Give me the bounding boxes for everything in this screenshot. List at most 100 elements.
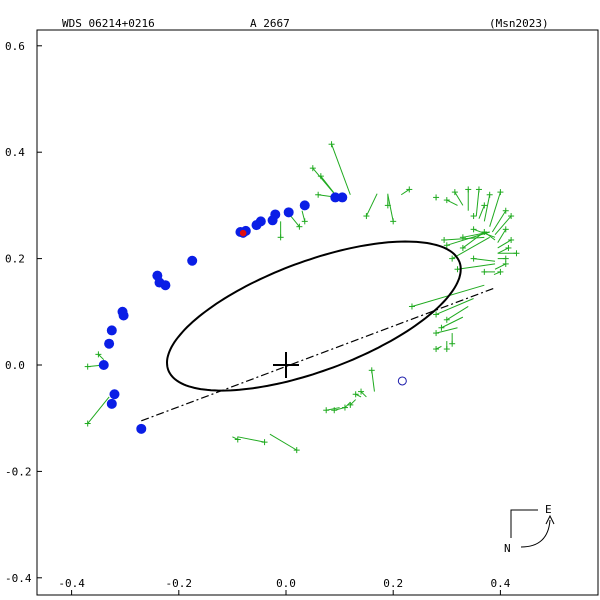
residual-line: [98, 354, 105, 361]
compass-east-label: E: [545, 503, 552, 516]
plot-frame: [36, 29, 599, 596]
green-plus-point: [508, 213, 515, 220]
blue-observations: [98, 192, 348, 434]
residual-line: [387, 194, 394, 222]
residual-line: [462, 231, 490, 238]
y-tick-label: 0.2: [5, 253, 25, 266]
x-axis-ticks: -0.4 -0.2 0.0 0.2 0.4: [58, 577, 511, 595]
blue-point: [255, 216, 266, 227]
blue-point: [330, 192, 341, 203]
green-plus-point: [261, 439, 268, 446]
green-plus-point: [465, 186, 472, 193]
chart-title-right: (Msn2023): [489, 17, 549, 30]
residual-line: [489, 191, 501, 227]
residual-line: [478, 205, 485, 219]
residual-line: [349, 399, 357, 406]
residual-line: [462, 231, 485, 249]
red-point: [238, 228, 248, 238]
green-plus-point: [459, 244, 466, 251]
green-plus-point: [497, 189, 504, 196]
y-axis-ticks: 0.6 0.4 0.2 0.0 -0.2 -0.4: [5, 40, 42, 585]
green-plus-point: [433, 311, 440, 318]
green-plus-point: [459, 234, 466, 241]
residual-line: [371, 370, 375, 392]
x-tick-label: -0.4: [58, 577, 85, 590]
green-plus-point: [95, 351, 102, 358]
blue-point: [98, 360, 109, 370]
green-plus-point: [406, 186, 413, 193]
green-plus-point: [497, 268, 504, 275]
green-plus-point: [508, 236, 515, 243]
residual-line: [483, 194, 491, 222]
green-plus-point: [470, 213, 477, 220]
compass-arrowhead-icon: [545, 514, 555, 525]
compass: E N: [504, 503, 555, 555]
green-plus-point: [84, 420, 91, 427]
red-observation: [238, 228, 248, 238]
primary-star-marker: [273, 352, 299, 378]
green-plus-point: [408, 303, 415, 310]
green-plus-point: [481, 268, 488, 275]
residual-line: [494, 263, 506, 270]
predicted-position-circle: [397, 376, 407, 386]
x-tick-label: 0.0: [276, 577, 296, 590]
residual-line: [237, 436, 265, 443]
residual-line: [497, 247, 509, 254]
residual-line: [441, 316, 464, 329]
residual-line: [497, 229, 507, 243]
compass-arrow: [520, 519, 551, 548]
compass-north-label: N: [504, 542, 511, 555]
green-plus-point: [368, 367, 375, 374]
residual-line: [331, 144, 351, 195]
residual-line: [473, 258, 496, 262]
compass-north-line: [510, 509, 538, 538]
green-plus-point: [438, 324, 445, 331]
residual-line: [494, 215, 512, 235]
green-plus-point: [475, 186, 482, 193]
residual-line: [87, 396, 110, 424]
green-plus-point: [328, 141, 335, 148]
residual-line: [435, 298, 474, 315]
residual-line: [446, 199, 458, 206]
green-plus-point: [433, 346, 440, 353]
blue-point: [104, 338, 115, 349]
blue-point: [136, 423, 147, 434]
green-plus-point: [433, 194, 440, 201]
x-tick-label: 0.4: [490, 577, 510, 590]
green-plus-point: [454, 266, 461, 273]
green-plus-point: [315, 191, 322, 198]
residual-line: [446, 306, 469, 321]
residual-line: [344, 401, 351, 408]
blue-point: [118, 310, 129, 321]
residual-line: [497, 239, 512, 249]
blue-point: [283, 207, 294, 218]
orbit-ellipse: [165, 240, 462, 392]
green-plus-point: [502, 207, 509, 214]
green-plus-point: [443, 197, 450, 204]
green-plus-point: [505, 244, 512, 251]
residual-line: [360, 391, 367, 398]
green-plus-point: [358, 388, 365, 395]
y-tick-label: -0.2: [5, 465, 32, 478]
green-plus-point: [323, 407, 330, 414]
residual-line: [457, 263, 496, 270]
y-tick-label: 0.4: [5, 146, 25, 159]
green-plus-point: [293, 447, 300, 454]
green-residuals: [84, 141, 520, 454]
green-plus-point: [390, 218, 397, 225]
green-plus-point: [234, 436, 241, 443]
y-tick-label: 0.0: [5, 359, 25, 372]
blue-point: [106, 325, 117, 336]
blue-point: [270, 209, 281, 220]
green-plus-point: [443, 346, 450, 353]
green-plus-point: [352, 391, 359, 398]
residual-line: [454, 191, 464, 206]
residual-line: [491, 210, 507, 233]
residual-line: [365, 193, 378, 217]
chart-title-center: A 2667: [250, 17, 290, 30]
green-plus-point: [470, 226, 477, 233]
green-plus-point: [486, 191, 493, 198]
blue-point: [106, 398, 117, 409]
blue-point: [299, 200, 310, 211]
residual-line: [451, 236, 490, 260]
